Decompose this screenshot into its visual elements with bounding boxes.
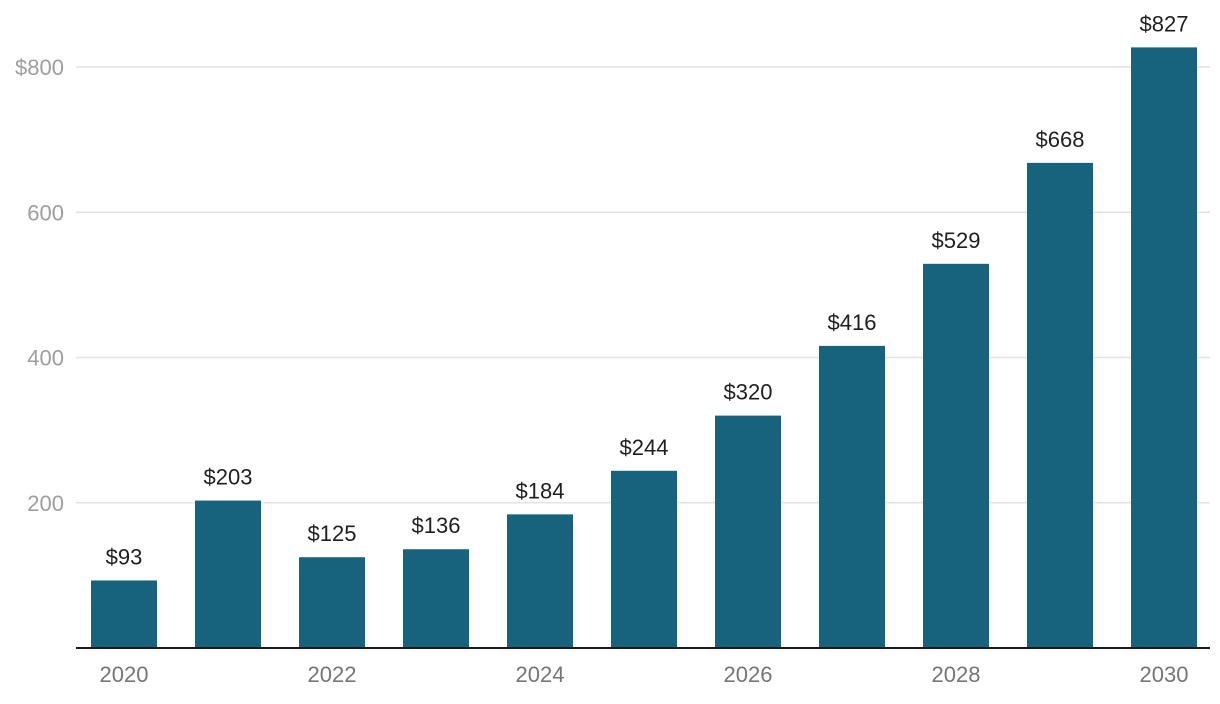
- data-label: $320: [724, 380, 773, 405]
- data-label: $827: [1140, 11, 1189, 36]
- data-labels: $93 $203 $125 $136 $184 $244 $320 $416 $529 $668 $…: [106, 11, 1189, 569]
- data-label: $244: [620, 435, 669, 460]
- bar-2026: [715, 415, 781, 648]
- x-tick-label: 2024: [516, 662, 565, 687]
- data-label: $136: [412, 513, 461, 538]
- x-tick-label: 2028: [932, 662, 981, 687]
- x-tick-label: 2022: [308, 662, 357, 687]
- bar-2025: [611, 470, 677, 648]
- bar-2024: [507, 514, 573, 648]
- bar-2028: [923, 263, 989, 648]
- bars: [91, 47, 1197, 649]
- x-axis-ticks: 2020 2022 2024 2026 2028 2030: [100, 662, 1189, 687]
- data-label: $529: [932, 228, 981, 253]
- x-tick-label: 2026: [724, 662, 773, 687]
- x-tick-label: 2020: [100, 662, 149, 687]
- y-tick-label: 200: [27, 491, 64, 516]
- data-label: $93: [106, 544, 143, 569]
- bar-2020: [91, 580, 157, 648]
- bar-2030: [1131, 47, 1197, 649]
- bar-2023: [403, 549, 469, 648]
- y-tick-label: $800: [15, 55, 64, 80]
- y-tick-label: 600: [27, 200, 64, 225]
- data-label: $203: [204, 465, 253, 490]
- data-label: $416: [828, 310, 877, 335]
- data-label: $125: [308, 521, 357, 546]
- bar-2029: [1027, 162, 1093, 649]
- data-label: $668: [1036, 127, 1085, 152]
- bar-2022: [299, 557, 365, 648]
- x-tick-label: 2030: [1140, 662, 1189, 687]
- y-axis-ticks: 200 400 600 $800: [15, 55, 64, 516]
- bar-2027: [819, 345, 885, 648]
- bar-2021: [195, 500, 261, 648]
- data-label: $184: [516, 478, 565, 503]
- y-tick-label: 400: [27, 346, 64, 371]
